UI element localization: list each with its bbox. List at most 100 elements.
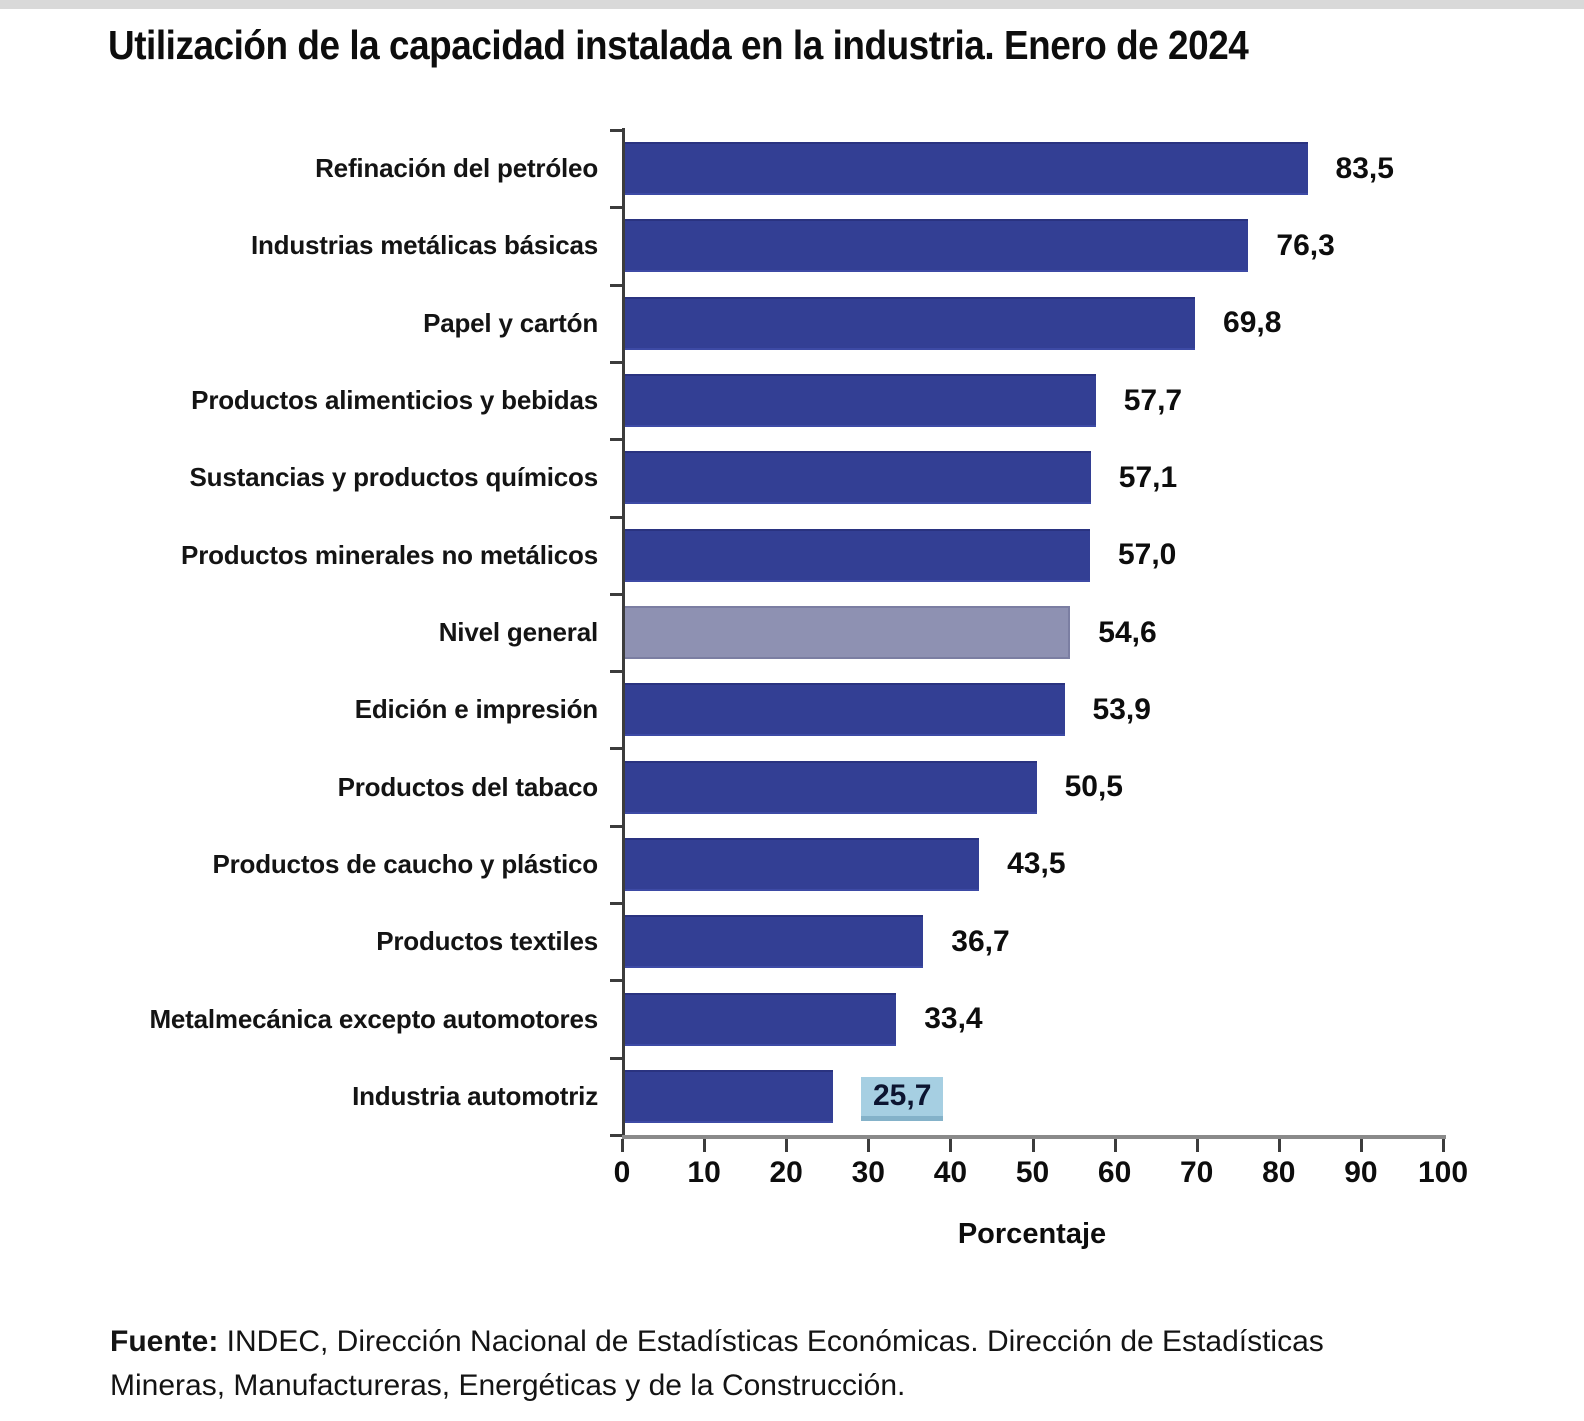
y-tick	[610, 438, 622, 442]
value-label: 57,0	[1118, 538, 1176, 572]
category-label: Papel y cartón	[423, 307, 598, 338]
x-tick-label: 70	[1180, 1156, 1214, 1189]
bar	[622, 992, 897, 1046]
category-label: Metalmecánica excepto automotores	[149, 1003, 598, 1034]
bar-row: Metalmecánica excepto automotores 33,4	[0, 980, 1584, 1057]
value-text: 83,5	[1335, 151, 1394, 185]
category-label: Productos del tabaco	[337, 771, 599, 802]
category-label: Productos alimenticios y bebidas	[191, 385, 598, 416]
x-tick	[1442, 1139, 1445, 1152]
bar-row: Productos del tabaco 50,5	[0, 749, 1584, 826]
x-tick-label: 20	[769, 1156, 803, 1189]
chart-title: Utilización de la capacidad instalada en…	[108, 22, 1249, 68]
value-text: 53,9	[1092, 692, 1151, 726]
x-tick	[1031, 1139, 1035, 1152]
source-label: Fuente:	[110, 1325, 219, 1358]
value-label: 76,3	[1276, 229, 1334, 263]
bar	[622, 451, 1091, 505]
y-axis-line	[622, 128, 625, 1138]
bar-row: Sustancias y productos químicos 57,1	[0, 439, 1584, 516]
x-axis-title: Porcentaje	[957, 1218, 1107, 1250]
value-text: 36,7	[951, 924, 1010, 958]
value-label: 43,5	[1007, 847, 1065, 881]
source-text-line1: INDEC, Dirección Nacional de Estadística…	[218, 1325, 1324, 1358]
y-axis-ticks	[0, 129, 622, 1137]
category-label: Industria automotriz	[352, 1080, 598, 1111]
value-text: 33,4	[924, 1002, 983, 1036]
value-text: 57,1	[1118, 460, 1178, 494]
source-note: Fuente: INDEC, Dirección Nacional de Est…	[110, 1320, 1510, 1407]
y-tick	[610, 1056, 622, 1060]
bar	[622, 837, 980, 891]
category-label: Productos de caucho y plástico	[212, 848, 598, 879]
y-tick	[610, 902, 622, 906]
x-tick	[785, 1139, 789, 1152]
value-label: 50,5	[1065, 770, 1123, 804]
source-text-line2: Mineras, Manufactureras, Energéticas y d…	[110, 1368, 906, 1402]
x-tick-label: 80	[1262, 1156, 1296, 1189]
x-tick	[1277, 1139, 1281, 1152]
y-tick	[610, 979, 622, 983]
category-label: Edición e impresión	[354, 694, 598, 725]
x-tick	[949, 1139, 953, 1152]
x-tick-label: 50	[1015, 1156, 1050, 1189]
value-label: 33,4	[924, 1002, 982, 1036]
x-tick-label: 0	[613, 1156, 631, 1189]
value-label: 69,8	[1223, 306, 1281, 340]
y-tick	[610, 283, 622, 287]
value-label: 53,9	[1093, 693, 1151, 727]
y-tick	[610, 747, 622, 751]
value-label: 83,5	[1336, 152, 1394, 186]
bar-row: Refinación del petróleo 83,5	[0, 130, 1584, 207]
bar	[622, 528, 1090, 582]
top-border-strip	[0, 0, 1584, 9]
value-text: 76,3	[1276, 228, 1335, 262]
value-label: 57,1	[1119, 461, 1177, 495]
y-tick	[610, 592, 622, 596]
value-text: 50,5	[1064, 770, 1123, 804]
bar	[622, 296, 1196, 350]
x-tick	[867, 1139, 871, 1152]
category-label: Productos minerales no metálicos	[181, 539, 598, 570]
bar-row: Productos alimenticios y bebidas 57,7	[0, 362, 1584, 439]
bar-row: Edición e impresión 53,9	[0, 671, 1584, 748]
nivel-general-bar	[622, 606, 1071, 660]
bar	[622, 1069, 833, 1123]
value-label: 54,6	[1098, 616, 1156, 650]
bar	[622, 915, 924, 969]
value-label: 57,7	[1124, 384, 1182, 418]
x-tick	[1113, 1139, 1117, 1152]
bar-row: Productos de caucho y plástico 43,5	[0, 826, 1584, 903]
x-tick-label: 30	[851, 1156, 885, 1189]
y-tick	[610, 360, 622, 364]
category-label: Productos textiles	[376, 926, 598, 957]
bar	[622, 219, 1249, 273]
y-tick	[610, 515, 622, 519]
bar	[622, 760, 1037, 814]
category-label: Refinación del petróleo	[315, 153, 598, 184]
x-tick-label: 90	[1344, 1156, 1378, 1189]
x-axis-ticks: 0 10 20 30 40 50 60 70 80 90 100	[0, 1139, 1584, 1199]
x-tick-label: 40	[933, 1156, 968, 1189]
bar-row: Productos minerales no metálicos 57,0	[0, 517, 1584, 594]
bar-row: Nivel general 54,6	[0, 594, 1584, 671]
category-label: Industrias metálicas básicas	[250, 230, 598, 261]
value-text: 69,8	[1223, 306, 1282, 340]
value-text: 43,5	[1007, 847, 1066, 881]
x-axis-line	[622, 1135, 1446, 1139]
value-label: 36,7	[951, 925, 1009, 959]
x-tick-label: 10	[687, 1156, 721, 1189]
highlighted-value-text: 25,7	[860, 1077, 944, 1117]
y-tick	[610, 824, 622, 828]
bar	[622, 142, 1308, 196]
x-tick	[1359, 1139, 1363, 1152]
bar	[622, 374, 1096, 428]
y-tick	[610, 129, 622, 132]
bar-row: Productos textiles 36,7	[0, 903, 1584, 980]
y-tick	[610, 1134, 622, 1137]
y-tick	[610, 670, 622, 674]
bar	[622, 683, 1065, 737]
bar-row: Papel y cartón 69,8	[0, 285, 1584, 362]
bar-row: Industria automotriz 25,7	[0, 1058, 1584, 1135]
